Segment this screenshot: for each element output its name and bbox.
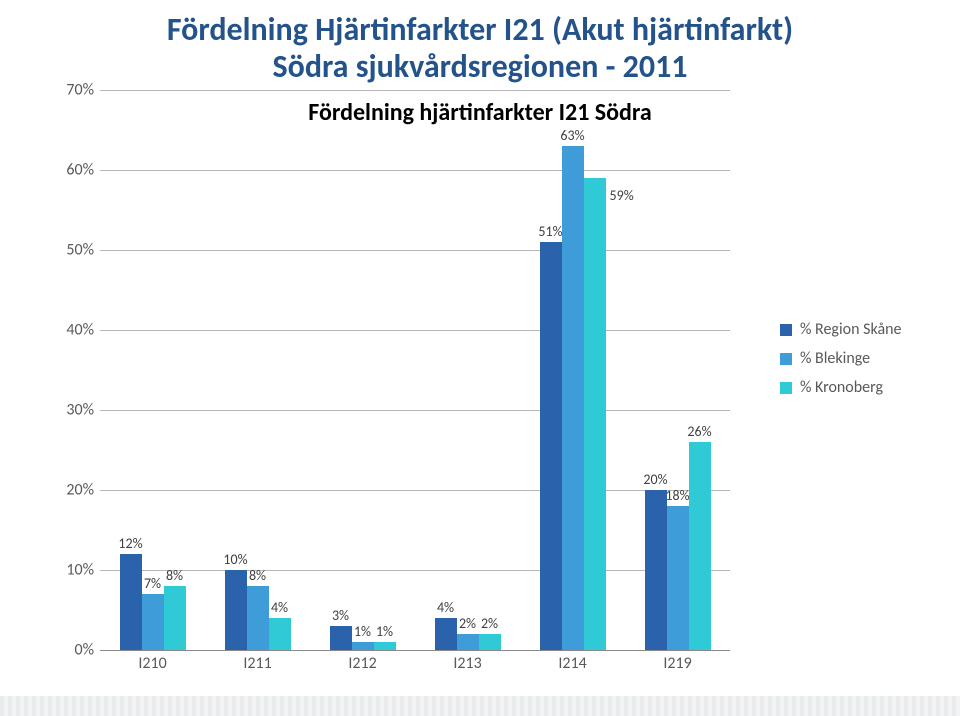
bar: 63% [562,146,584,650]
bar: 20% [645,490,667,650]
bar: 8% [164,586,186,650]
bar-value-label: 20% [643,471,667,488]
y-tick-label: 20% [50,481,94,500]
bar: 4% [269,618,291,650]
bar: 1% [374,642,396,650]
plot-area: 0%10%20%30%40%50%60%70%12%7%8%10%8%4%3%1… [100,90,730,650]
legend: % Region Skåne % Blekinge % Kronoberg [780,310,920,407]
category-label: I210 [138,654,166,673]
bar-group: 10%8%4% [225,570,291,650]
bar-value-label: 2% [459,615,476,632]
bar-group: 20%18%26% [645,442,711,650]
legend-item: % Blekinge [780,349,920,368]
bar-value-label: 8% [166,567,183,584]
legend-swatch [780,382,792,394]
y-tick-label: 0% [50,641,94,660]
gridline [100,330,730,331]
gridline [100,570,730,571]
legend-swatch [780,324,792,336]
category-label: I213 [453,654,481,673]
bar: 59% [584,178,606,650]
y-tick-label: 40% [50,321,94,340]
category-label: I214 [558,654,586,673]
bar: 26% [689,442,711,650]
bar-group: 12%7%8% [120,554,186,650]
bar-value-label: 1% [376,623,393,640]
y-tick-label: 10% [50,561,94,580]
bar-value-label: 8% [249,567,266,584]
bar-value-label: 10% [223,551,247,568]
category-label: I212 [348,654,376,673]
bar-group: 51%63%59% [540,146,606,650]
bar-value-label: 2% [481,615,498,632]
category-label: I211 [243,654,271,673]
bar: 51% [540,242,562,650]
gridline [100,250,730,251]
bar-value-label: 3% [332,607,349,624]
bar: 10% [225,570,247,650]
legend-item: % Region Skåne [780,320,920,339]
legend-label: % Kronoberg [800,378,883,397]
gridline [100,490,730,491]
bar: 3% [330,626,352,650]
bar-value-label: 12% [118,535,142,552]
gridline [100,410,730,411]
category-label: I219 [663,654,691,673]
y-tick-label: 50% [50,241,94,260]
y-tick-label: 70% [50,81,94,100]
bar-value-label: 1% [354,623,371,640]
bar-value-label: 63% [560,127,584,144]
bar-value-label: 4% [437,599,454,616]
bar: 1% [352,642,374,650]
title-line2: Södra sjukvårdsregionen - 2011 [272,47,687,86]
legend-item: % Kronoberg [780,378,920,397]
bar-group: 4%2%2% [435,618,501,650]
bar-value-label: 18% [665,487,689,504]
gridline [100,170,730,171]
chart-title: Fördelning Hjärtinfarkter I21 (Akut hjär… [0,12,960,86]
bar: 4% [435,618,457,650]
bar-value-label: 51% [538,223,562,240]
bar: 2% [457,634,479,650]
gridline [100,650,730,651]
bar-value-label: 4% [271,599,288,616]
chart-area: 0%10%20%30%40%50%60%70%12%7%8%10%8%4%3%1… [40,90,920,680]
bar: 8% [247,586,269,650]
bar: 12% [120,554,142,650]
legend-label: % Region Skåne [800,320,901,339]
bar-group: 3%1%1% [330,626,396,650]
y-tick-label: 60% [50,161,94,180]
y-tick-label: 30% [50,401,94,420]
bar-value-label: 7% [144,575,161,592]
legend-swatch [780,353,792,365]
legend-label: % Blekinge [800,349,870,368]
gridline [100,90,730,91]
bar-value-label: 59% [610,187,634,204]
bar-value-label: 26% [687,423,711,440]
bar: 7% [142,594,164,650]
bar: 2% [479,634,501,650]
title-line1: Fördelning Hjärtinfarkter I21 (Akut hjär… [167,10,793,49]
paper-edge-decoration [0,696,960,716]
bar: 18% [667,506,689,650]
